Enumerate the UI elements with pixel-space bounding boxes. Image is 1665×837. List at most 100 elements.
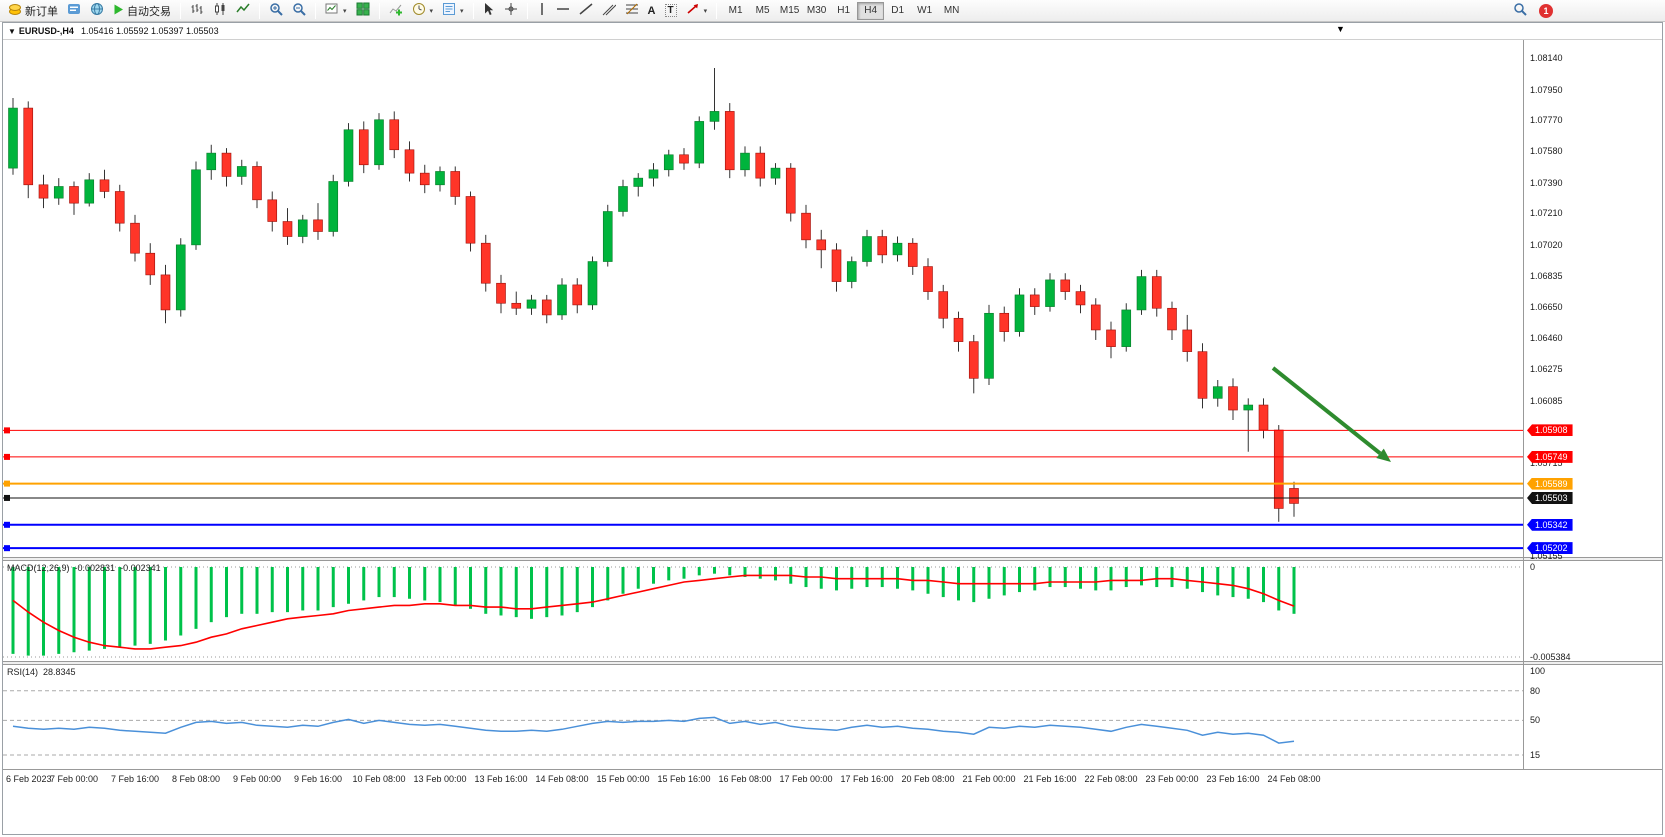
toolbar-separator <box>472 2 474 19</box>
chart-collapse-button[interactable]: ▼ <box>1336 24 1345 34</box>
label-tool-icon: T <box>664 4 677 17</box>
time-axis-label: 13 Feb 00:00 <box>413 774 467 784</box>
time-axis-label: 21 Feb 16:00 <box>1023 774 1077 784</box>
play-icon <box>113 4 124 18</box>
shapes-button[interactable]: ▾ <box>682 2 712 20</box>
price-tick: 1.07210 <box>1530 208 1563 219</box>
candlestick-chart[interactable] <box>3 40 1523 557</box>
text-tool-icon: A <box>647 4 656 17</box>
line-chart-button[interactable] <box>232 2 254 20</box>
timeframe-m30-button[interactable]: M30 <box>803 2 830 20</box>
channel-icon <box>602 2 616 19</box>
price-line-tag: 1.05749 <box>1527 450 1573 463</box>
rsi-chart[interactable] <box>3 665 1523 769</box>
price-axis-border <box>1523 40 1524 770</box>
time-axis-label: 23 Feb 00:00 <box>1145 774 1199 784</box>
price-tick: 1.06650 <box>1530 301 1563 312</box>
vertical-line-button[interactable] <box>533 2 551 20</box>
panel-separator[interactable] <box>3 557 1662 561</box>
new-chart-icon <box>325 2 339 19</box>
zoom-in-icon <box>269 2 283 19</box>
label-tool-button[interactable]: T <box>661 2 681 20</box>
toolbar-separator <box>180 2 181 19</box>
fibonacci-icon <box>625 2 639 19</box>
chevron-down-icon: ▾ <box>703 7 708 15</box>
trendline-button[interactable] <box>575 2 597 20</box>
toolbar-separator <box>315 2 316 19</box>
price-tick: 1.07770 <box>1530 114 1563 125</box>
price-tick: 1.07950 <box>1530 84 1563 95</box>
clock-icon <box>412 2 426 19</box>
quotes-icon <box>67 2 81 19</box>
vertical-line-icon <box>537 2 547 19</box>
timeframe-h1-button[interactable]: H1 <box>830 2 857 20</box>
time-axis-label: 10 Feb 08:00 <box>352 774 406 784</box>
time-axis-label: 17 Feb 00:00 <box>779 774 833 784</box>
time-axis-label: 15 Feb 16:00 <box>657 774 711 784</box>
line-chart-icon <box>236 2 250 19</box>
price-line-tag: 1.05908 <box>1527 424 1573 437</box>
time-axis-label: 21 Feb 00:00 <box>962 774 1016 784</box>
macd-chart[interactable] <box>3 561 1523 661</box>
indicators-button[interactable] <box>385 2 407 20</box>
timeframe-h4-button[interactable]: H4 <box>857 1 885 20</box>
time-axis-label: 8 Feb 08:00 <box>171 774 221 784</box>
new-order-label: 新订单 <box>25 5 58 18</box>
channel-button[interactable] <box>598 2 620 20</box>
chart-symbol-title: EURUSD-,H4 <box>18 26 74 36</box>
timeframe-mn-button[interactable]: MN <box>938 2 965 20</box>
notification-badge[interactable]: 1 <box>1539 3 1553 18</box>
timeframe-d1-button[interactable]: D1 <box>884 2 911 20</box>
chevron-down-icon: ▾ <box>343 7 347 15</box>
chevron-down-icon: ▾ <box>460 7 464 15</box>
zoom-out-button[interactable] <box>288 2 310 20</box>
toolbar-separator <box>259 2 260 19</box>
search-button[interactable] <box>1509 2 1531 20</box>
periods-button[interactable]: ▾ <box>408 2 438 20</box>
auto-trading-button[interactable]: 自动交易 <box>109 2 175 20</box>
crosshair-button[interactable] <box>500 2 522 20</box>
cursor-arrow-icon <box>483 2 495 19</box>
time-axis-label: 23 Feb 16:00 <box>1206 774 1260 784</box>
text-tool-button[interactable]: A <box>644 2 660 20</box>
main-toolbar: 新订单 自动交易 ▾ ▾ ▾ A T ▾ M1 M5 M15 M30 H1 H4 D1 W1 M… <box>0 0 1665 22</box>
timeframe-w1-button[interactable]: W1 <box>911 2 938 20</box>
panel-separator[interactable] <box>3 661 1662 665</box>
zoom-in-button[interactable] <box>265 2 287 20</box>
cursor-button[interactable] <box>479 2 499 20</box>
arrow-shape-icon <box>686 3 700 19</box>
bar-chart-button[interactable] <box>186 2 208 20</box>
new-chart-button[interactable]: ▾ <box>321 2 351 20</box>
price-axis[interactable]: 1.08140 1.07950 1.07770 1.07580 1.07390 1.072… <box>1527 23 1662 834</box>
time-axis[interactable]: 6 Feb 2023 7 Feb 00:00 7 Feb 16:00 8 Feb 08… <box>3 769 1662 789</box>
rsi-value: 28.8345 <box>43 667 76 677</box>
price-tick: 1.08140 <box>1530 53 1563 64</box>
price-tick: 1.06275 <box>1530 364 1563 375</box>
timeframe-group: M1 M5 M15 M30 H1 H4 D1 W1 MN <box>722 1 965 20</box>
price-tick: 1.06085 <box>1530 395 1563 406</box>
rsi-label: RSI(14) 28.8345 <box>7 667 81 677</box>
rsi-name: RSI(14) <box>7 667 39 677</box>
tile-windows-button[interactable] <box>352 2 374 20</box>
time-axis-label: 7 Feb 16:00 <box>110 774 160 784</box>
templates-button[interactable]: ▾ <box>438 2 468 20</box>
timeframe-m15-button[interactable]: M15 <box>776 2 803 20</box>
current-price-tag: 1.05503 <box>1527 491 1573 504</box>
timeframe-m1-button[interactable]: M1 <box>722 2 749 20</box>
fibonacci-button[interactable] <box>621 2 643 20</box>
horizontal-line-button[interactable] <box>552 2 574 20</box>
toolbar-right-group: 1 <box>1509 2 1661 20</box>
toolbar-separator <box>378 2 380 19</box>
template-icon <box>442 2 456 19</box>
market-watch-button[interactable] <box>63 2 85 20</box>
new-order-button[interactable]: 新订单 <box>4 2 62 20</box>
coins-icon <box>8 3 22 19</box>
timeframe-m5-button[interactable]: M5 <box>749 2 776 20</box>
price-tick: 1.07390 <box>1530 178 1563 189</box>
candlestick-chart-button[interactable] <box>209 2 231 20</box>
chart-dropdown-icon[interactable]: ▼ <box>8 26 16 36</box>
macd-signal-value: -0.002341 <box>120 563 161 573</box>
zoom-out-icon <box>292 2 306 19</box>
time-axis-label: 24 Feb 08:00 <box>1267 774 1321 784</box>
news-button[interactable] <box>86 2 108 20</box>
